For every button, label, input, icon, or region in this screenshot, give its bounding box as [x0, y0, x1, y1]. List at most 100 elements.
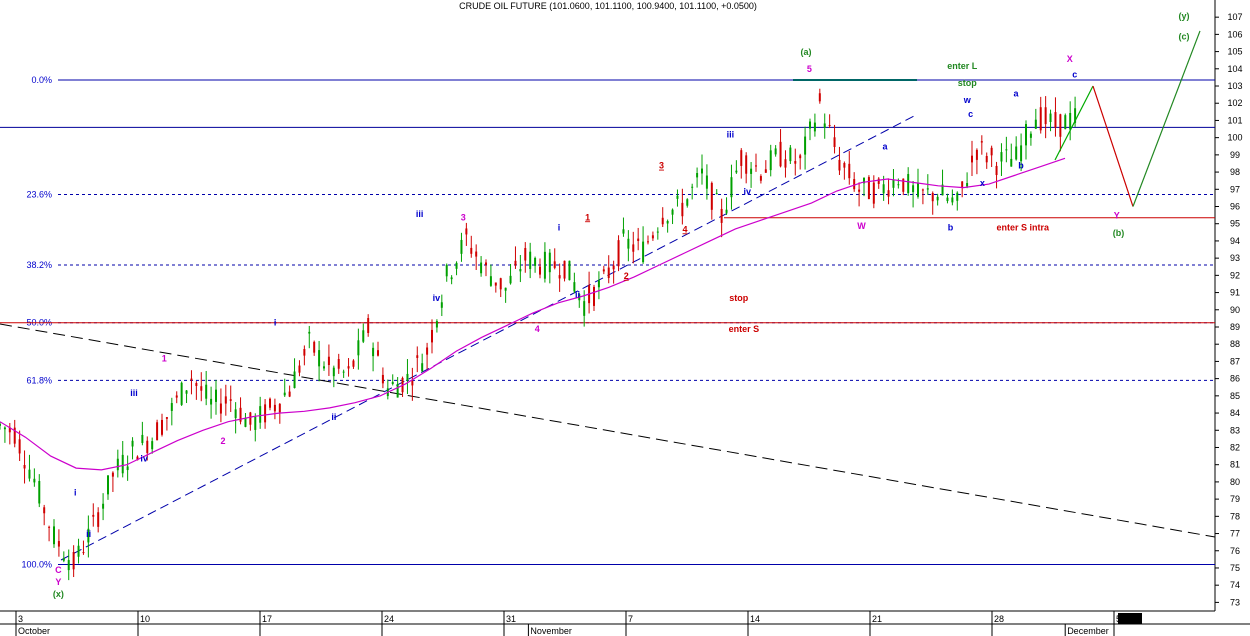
candle-body	[907, 174, 910, 193]
candle-body	[1020, 145, 1023, 162]
candle-body	[465, 228, 468, 235]
candle-body	[293, 371, 296, 389]
candle-body	[612, 265, 615, 270]
candle-body	[799, 155, 802, 159]
fib-label: 38.2%	[26, 260, 52, 270]
candle-body	[87, 528, 90, 543]
y-tick-label: 92	[1230, 270, 1240, 280]
y-tick-label: 93	[1230, 253, 1240, 263]
candle-body	[377, 350, 379, 356]
candle-body	[82, 552, 85, 554]
candle-body	[332, 367, 335, 377]
wave-label: 4	[535, 324, 540, 334]
candle-body	[534, 257, 537, 266]
candle-body	[107, 475, 109, 495]
projection-rally-leg	[1132, 30, 1201, 207]
candle-body	[573, 282, 576, 292]
x-tick-label: 14	[750, 614, 760, 624]
wave-label: b	[1018, 161, 1024, 171]
candle-body	[980, 141, 983, 143]
candle-body	[882, 184, 885, 194]
candle-body	[13, 427, 16, 444]
fib-label: 0.0%	[31, 75, 52, 85]
candle-body	[72, 551, 75, 570]
candle-body	[794, 161, 797, 164]
wave-label: iii	[130, 388, 138, 398]
x-tick-label: 3	[18, 614, 23, 624]
candle-body	[347, 366, 350, 369]
candle-body	[33, 478, 36, 483]
candle-body	[858, 189, 861, 192]
candle-body	[352, 360, 355, 367]
candle-body	[318, 350, 321, 367]
candle-body	[416, 355, 419, 358]
candle-body	[759, 176, 762, 181]
wave-label: C	[55, 565, 62, 575]
candle-body	[990, 147, 993, 156]
candle-body	[1039, 107, 1042, 131]
candle-body	[327, 356, 330, 366]
y-tick-label: 106	[1227, 29, 1242, 39]
fib-label: 23.6%	[26, 189, 52, 199]
candle-body	[445, 264, 448, 277]
candle-body	[691, 186, 694, 188]
candle-body	[710, 182, 713, 210]
candle-body	[931, 193, 934, 202]
candle-body	[912, 185, 915, 193]
wave-label: enter S	[729, 324, 760, 334]
candle-body	[372, 347, 375, 357]
candle-body	[863, 177, 865, 184]
candle-body	[985, 155, 988, 163]
x-tick-label: 28	[994, 614, 1004, 624]
candle-body	[548, 252, 551, 273]
wave-label: a	[1013, 88, 1019, 98]
candle-body	[43, 507, 46, 514]
wave-label: w	[963, 95, 972, 105]
y-tick-label: 103	[1227, 81, 1242, 91]
candle-body	[524, 248, 527, 261]
candle-body	[867, 177, 870, 200]
candle-body	[1044, 107, 1047, 125]
candle-body	[755, 165, 757, 167]
candle-body	[175, 395, 178, 398]
candle-body	[421, 363, 424, 372]
y-tick-label: 94	[1230, 236, 1240, 246]
candle-body	[617, 240, 620, 267]
candle-body	[0, 423, 1, 426]
candle-body	[136, 456, 139, 461]
candle-body	[440, 302, 443, 308]
candle-body	[28, 469, 31, 479]
candle-body	[180, 382, 183, 405]
candle-body	[1049, 113, 1052, 123]
candle-body	[656, 231, 659, 233]
candle-body	[622, 229, 625, 234]
wave-label: ii	[331, 412, 336, 422]
candle-body	[789, 147, 792, 162]
candle-body	[892, 179, 895, 188]
wave-label: (c)	[1179, 32, 1190, 42]
x-tick-label: 24	[384, 614, 394, 624]
candle-body	[67, 560, 70, 571]
candle-body	[809, 121, 811, 129]
candle-body	[303, 348, 306, 356]
y-tick-label: 99	[1230, 150, 1240, 160]
candle-body	[666, 220, 669, 224]
wave-label: Y	[1114, 211, 1120, 221]
wave-label: enter L	[947, 61, 978, 71]
wave-label: (y)	[1179, 11, 1190, 21]
y-tick-label: 88	[1230, 339, 1240, 349]
wave-label: a	[882, 142, 888, 152]
wave-label: iv	[140, 453, 148, 463]
candle-body	[784, 159, 787, 168]
wave-label: (b)	[1113, 228, 1125, 238]
candle-body	[902, 178, 905, 192]
candle-body	[475, 251, 478, 257]
wave-label: b	[948, 223, 954, 233]
candle-body	[642, 241, 645, 263]
y-tick-label: 96	[1230, 202, 1240, 212]
candle-body	[269, 398, 271, 408]
candle-body	[362, 330, 365, 342]
candle-body	[308, 331, 311, 334]
